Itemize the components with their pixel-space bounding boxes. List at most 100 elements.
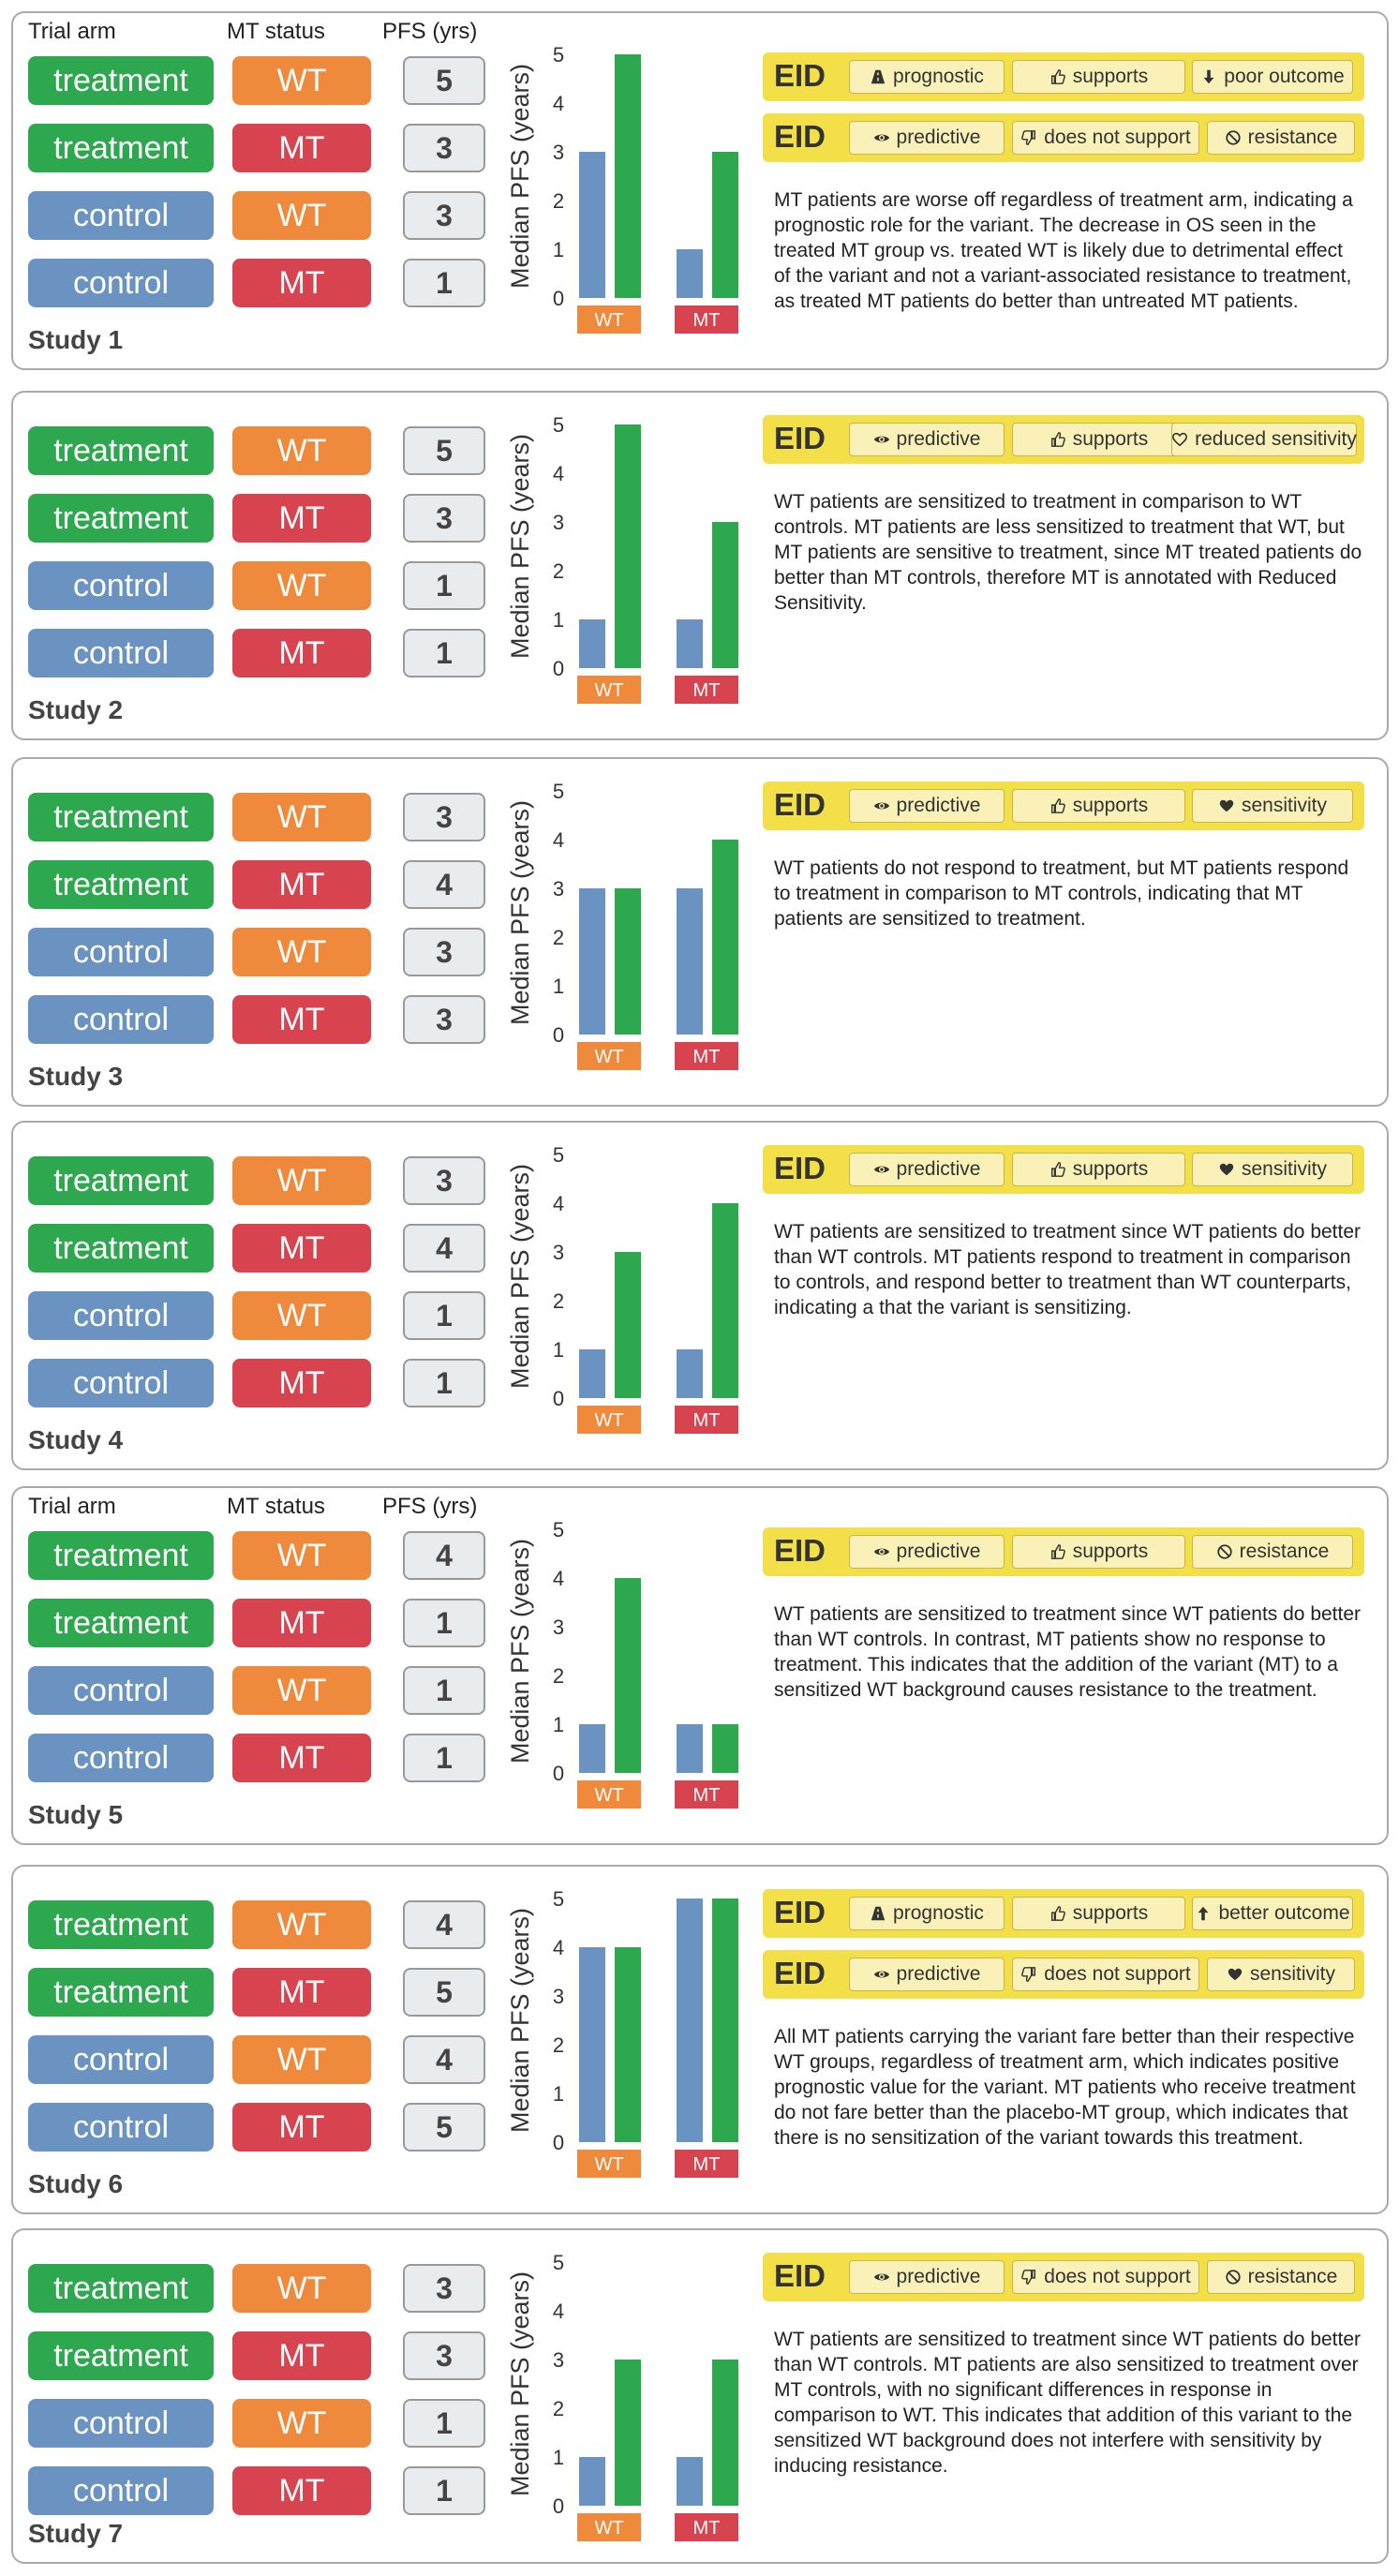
eid-tag: does not support	[1012, 1958, 1199, 1991]
group-label-box	[577, 1042, 641, 1070]
trial-arm-pill: treatment	[28, 860, 214, 909]
header-trial-arm: Trial arm	[28, 1494, 116, 1519]
y-tick-label: 2	[553, 559, 564, 583]
mt-status-pill: WT	[232, 561, 371, 610]
pfs-value-box: 4	[403, 1900, 485, 1949]
study-label: Study 1	[28, 325, 124, 354]
trial-arm-pill: treatment	[28, 1531, 214, 1580]
eid-tag: does not support	[1012, 2260, 1199, 2294]
trial-arm-pill: treatment	[28, 426, 214, 475]
eid-tag: supports	[1012, 60, 1185, 94]
mt-status-pill: WT	[232, 191, 371, 240]
eid-tag-text: supports	[1072, 66, 1149, 87]
eid-tag-text: prognostic	[893, 1902, 984, 1924]
trial-arm-pill: treatment	[28, 1900, 214, 1949]
mt-status-pill: WT	[232, 2264, 371, 2313]
pfs-bar	[615, 424, 641, 668]
eid-tag-text: supports	[1072, 1541, 1149, 1562]
y-tick-label: 3	[553, 1985, 564, 2008]
y-tick-label: 0	[553, 1023, 564, 1047]
mt-status-pill: MT	[232, 494, 371, 543]
thumbs-down-icon	[1021, 130, 1036, 145]
y-axis-label: Median PFS (years)	[506, 800, 534, 1025]
group-label: WT	[594, 680, 623, 701]
y-tick-label: 1	[553, 975, 564, 998]
pfs-bar	[677, 1724, 703, 1773]
eid-tag-text: predictive	[896, 1963, 981, 1985]
eid-label: EID	[774, 1151, 826, 1185]
eye-icon	[873, 134, 889, 141]
pfs-bar	[615, 888, 641, 1035]
group-label-box	[675, 1042, 738, 1070]
road-icon	[871, 1906, 886, 1921]
road-icon	[871, 69, 886, 84]
eid-label: EID	[774, 421, 826, 455]
eid-tag-text: predictive	[896, 428, 981, 450]
group-label: WT	[594, 2154, 623, 2175]
eid-tag-text: better outcome	[1218, 1902, 1350, 1924]
pfs-value-box: 4	[403, 1531, 485, 1580]
trial-arm-pill: control	[28, 1291, 214, 1340]
pfs-value-box: 5	[403, 56, 485, 105]
group-label: MT	[693, 310, 721, 331]
trial-arm-pill: control	[28, 2103, 214, 2152]
y-axis-label: Median PFS (years)	[506, 434, 534, 659]
header-pfs: PFS (yrs)	[382, 19, 478, 44]
pfs-bar	[579, 619, 605, 668]
eid-tag-text: prognostic	[893, 66, 984, 87]
study-description: WT patients are sensitized to treatment …	[774, 1221, 1362, 1318]
heart-icon	[1228, 1968, 1243, 1981]
y-axis-label: Median PFS (years)	[506, 2271, 534, 2496]
study-panel-6: treatment WT 4 treatment MT 5 control WT 4 contro…	[11, 1865, 1389, 2214]
mt-status-pill: WT	[232, 793, 371, 841]
thumbs-up-icon	[1050, 1544, 1065, 1559]
eid-badge: EID predictive supports sensitivity	[763, 782, 1364, 830]
eid-tag: predictive	[849, 1958, 1005, 1991]
eid-tag-text: supports	[1072, 428, 1149, 450]
y-tick-label: 2	[553, 2397, 564, 2420]
eid-tag-text: resistance	[1239, 1541, 1330, 1562]
thumbs-up-icon	[1050, 69, 1065, 84]
study-label: Study 3	[28, 1062, 124, 1091]
pfs-value-box: 5	[403, 426, 485, 475]
y-tick-label: 1	[553, 2082, 564, 2106]
eid-tag: sensitivity	[1192, 789, 1353, 823]
mt-status-pill: MT	[232, 860, 371, 909]
pfs-bar	[579, 152, 605, 298]
y-tick-label: 0	[553, 287, 564, 310]
study-panel-7: treatment WT 3 treatment MT 3 control WT 1 contro…	[11, 2228, 1389, 2564]
pfs-bar	[579, 1724, 605, 1773]
pfs-bar	[677, 888, 703, 1035]
mt-status-pill: MT	[232, 1968, 371, 2017]
pfs-bar-chart: Median PFS (years) 0 1 2 3 4 5 WT MT	[506, 43, 738, 334]
group-label: MT	[693, 2518, 721, 2539]
eid-tag-text: sensitivity	[1241, 1158, 1328, 1180]
y-tick-label: 4	[553, 1567, 564, 1590]
trial-arm-pill: control	[28, 2466, 214, 2515]
trial-arm-pill: treatment	[28, 494, 214, 543]
trial-arm-pill: control	[28, 629, 214, 678]
group-label-box	[577, 2150, 641, 2178]
header-mt-status: MT status	[227, 1494, 325, 1519]
eid-tag: resistance	[1207, 121, 1355, 155]
mt-status-pill: MT	[232, 2103, 371, 2152]
pfs-value-box: 4	[403, 1224, 485, 1273]
group-label: MT	[693, 1047, 721, 1067]
pfs-bar	[615, 2360, 641, 2506]
mt-status-pill: WT	[232, 1531, 371, 1580]
pfs-bar	[579, 1349, 605, 1398]
trial-arm-pill: control	[28, 1359, 214, 1407]
y-tick-label: 0	[553, 657, 564, 680]
group-label-box	[675, 2150, 738, 2178]
ban-icon	[1216, 1544, 1232, 1559]
y-tick-label: 0	[553, 2131, 564, 2154]
group-label-box	[675, 1780, 738, 1809]
y-tick-label: 4	[553, 462, 564, 485]
trial-arm-pill: control	[28, 928, 214, 976]
y-tick-label: 0	[553, 1762, 564, 1785]
pfs-value-box: 3	[403, 793, 485, 841]
thumbs-up-icon	[1050, 1162, 1065, 1177]
eid-label: EID	[774, 1895, 826, 1929]
eid-tag: predictive	[849, 423, 1005, 456]
study-panel-3: treatment WT 3 treatment MT 4 control WT 3 contro…	[11, 757, 1389, 1107]
